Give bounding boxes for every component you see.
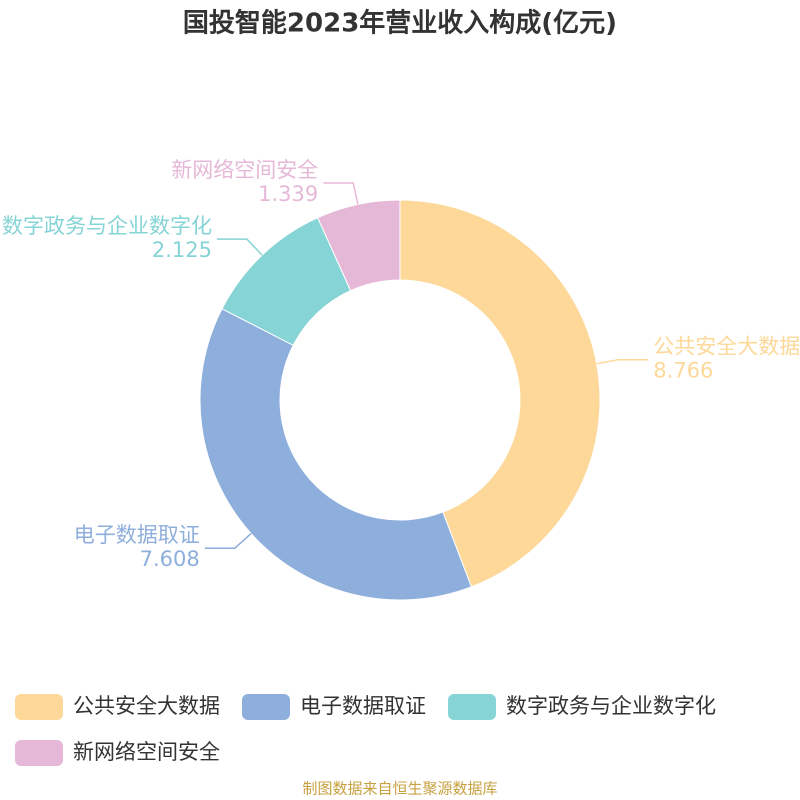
legend-label: 新网络空间安全 [73,740,220,764]
slice-value: 7.608 [140,547,200,571]
legend-swatch [242,694,290,720]
slice-label: 新网络空间安全 [171,158,318,182]
donut-slice [399,199,601,588]
legend-label: 数字政务与企业数字化 [506,694,716,718]
donut-slice [317,199,401,292]
slice-value: 1.339 [258,182,318,206]
legend-swatch [448,694,496,720]
slice-label: 数字政务与企业数字化 [2,214,212,238]
leader-line [216,238,263,256]
donut-slice [199,308,473,601]
leader-line [204,532,252,549]
slice-label: 电子数据取证 [74,523,200,547]
legend-label: 公共安全大数据 [73,694,220,718]
slice-label: 公共安全大数据 [653,335,800,359]
source-note: 制图数据来自恒生聚源数据库 [302,780,497,798]
leader-line [323,182,359,205]
legend-swatch [15,740,63,766]
legend-label: 电子数据取证 [300,694,426,718]
leader-line [596,358,649,365]
slice-value: 8.766 [653,359,713,383]
slice-value: 2.125 [152,238,212,262]
legend-swatch [15,694,63,720]
chart-title: 国投智能2023年营业收入构成(亿元) [183,8,617,39]
